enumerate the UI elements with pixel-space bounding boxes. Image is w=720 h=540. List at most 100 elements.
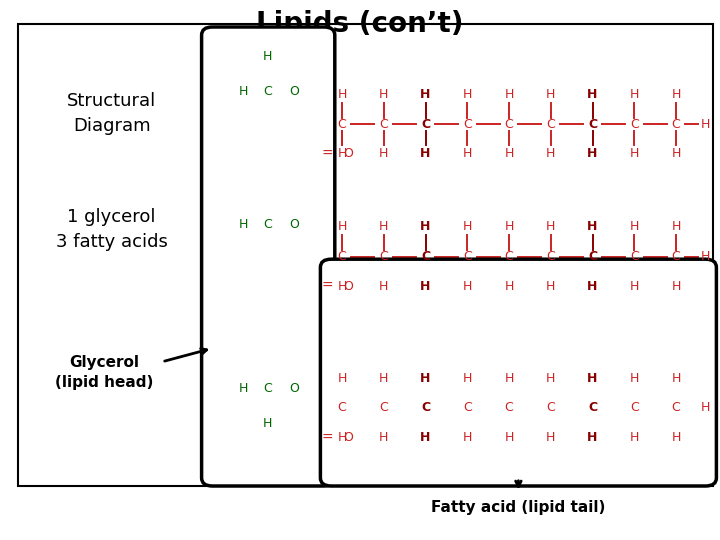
Text: H: H: [701, 250, 711, 263]
Text: H: H: [462, 147, 472, 160]
Text: C: C: [546, 401, 555, 414]
Text: H: H: [671, 431, 681, 444]
Text: Glycerol
(lipid head): Glycerol (lipid head): [55, 355, 153, 390]
Text: C: C: [379, 118, 388, 131]
Text: H: H: [588, 220, 598, 233]
Text: C: C: [463, 118, 472, 131]
Text: H: H: [504, 220, 514, 233]
Text: H: H: [629, 280, 639, 293]
Text: H: H: [379, 280, 389, 293]
Text: C: C: [546, 250, 555, 263]
Text: H: H: [337, 147, 347, 160]
Text: C: C: [588, 118, 597, 131]
Text: C: C: [264, 85, 272, 98]
Text: C: C: [546, 118, 555, 131]
Text: H: H: [420, 147, 431, 160]
Text: H: H: [462, 372, 472, 384]
Text: H: H: [337, 431, 347, 444]
Text: C: C: [588, 401, 597, 414]
Text: H: H: [420, 88, 431, 101]
Text: H: H: [263, 50, 273, 63]
Text: C: C: [338, 401, 346, 414]
Text: H: H: [462, 88, 472, 101]
Text: Fatty acid (lipid tail): Fatty acid (lipid tail): [431, 500, 606, 515]
Text: H: H: [671, 372, 681, 384]
FancyBboxPatch shape: [320, 259, 716, 486]
Text: H: H: [546, 280, 556, 293]
Text: H: H: [420, 280, 431, 293]
Text: H: H: [420, 372, 431, 384]
Text: C: C: [338, 118, 346, 131]
Text: O: O: [343, 280, 353, 293]
Text: Structural
Diagram: Structural Diagram: [67, 92, 156, 135]
Text: O: O: [289, 218, 299, 231]
Text: H: H: [588, 147, 598, 160]
Text: C: C: [463, 401, 472, 414]
Text: C: C: [588, 250, 597, 263]
Text: =: =: [322, 147, 333, 161]
Text: H: H: [588, 88, 598, 101]
Text: H: H: [546, 372, 556, 384]
Text: H: H: [504, 280, 514, 293]
Text: H: H: [671, 147, 681, 160]
Text: H: H: [629, 431, 639, 444]
Text: C: C: [630, 118, 639, 131]
Text: =: =: [322, 279, 333, 293]
Text: H: H: [504, 431, 514, 444]
FancyBboxPatch shape: [202, 27, 335, 486]
Text: H: H: [546, 147, 556, 160]
Text: H: H: [588, 431, 598, 444]
Text: =: =: [322, 430, 333, 444]
Text: C: C: [379, 250, 388, 263]
Text: H: H: [588, 280, 598, 293]
Text: H: H: [337, 220, 347, 233]
Text: H: H: [420, 220, 431, 233]
Text: H: H: [701, 118, 711, 131]
Text: H: H: [337, 372, 347, 384]
Text: C: C: [505, 118, 513, 131]
Text: H: H: [546, 431, 556, 444]
Text: C: C: [672, 250, 680, 263]
Text: C: C: [421, 118, 430, 131]
Text: H: H: [462, 220, 472, 233]
Text: H: H: [337, 280, 347, 293]
Text: C: C: [338, 250, 346, 263]
Text: O: O: [343, 431, 353, 444]
Text: H: H: [238, 85, 248, 98]
Text: H: H: [379, 220, 389, 233]
Text: H: H: [379, 431, 389, 444]
Text: C: C: [421, 250, 430, 263]
Text: C: C: [505, 250, 513, 263]
Text: H: H: [504, 147, 514, 160]
Text: H: H: [337, 88, 347, 101]
Text: Lipids (con’t): Lipids (con’t): [256, 10, 464, 38]
Text: H: H: [629, 372, 639, 384]
Text: H: H: [238, 382, 248, 395]
Text: H: H: [379, 88, 389, 101]
Text: H: H: [379, 372, 389, 384]
Text: C: C: [264, 382, 272, 395]
Text: C: C: [379, 401, 388, 414]
Text: H: H: [671, 88, 681, 101]
Text: C: C: [463, 250, 472, 263]
Text: C: C: [630, 250, 639, 263]
Text: O: O: [289, 85, 299, 98]
Text: H: H: [629, 220, 639, 233]
Text: C: C: [505, 401, 513, 414]
Text: H: H: [238, 218, 248, 231]
Text: H: H: [420, 431, 431, 444]
Text: H: H: [588, 372, 598, 384]
Text: C: C: [630, 401, 639, 414]
Text: H: H: [504, 88, 514, 101]
Text: 1 glycerol
3 fatty acids: 1 glycerol 3 fatty acids: [55, 208, 168, 251]
Text: H: H: [629, 147, 639, 160]
Text: H: H: [671, 220, 681, 233]
Text: C: C: [421, 401, 430, 414]
Text: H: H: [546, 220, 556, 233]
Text: H: H: [462, 280, 472, 293]
Text: C: C: [672, 118, 680, 131]
Text: O: O: [289, 382, 299, 395]
Text: H: H: [629, 88, 639, 101]
Text: C: C: [672, 401, 680, 414]
Text: H: H: [263, 417, 273, 430]
